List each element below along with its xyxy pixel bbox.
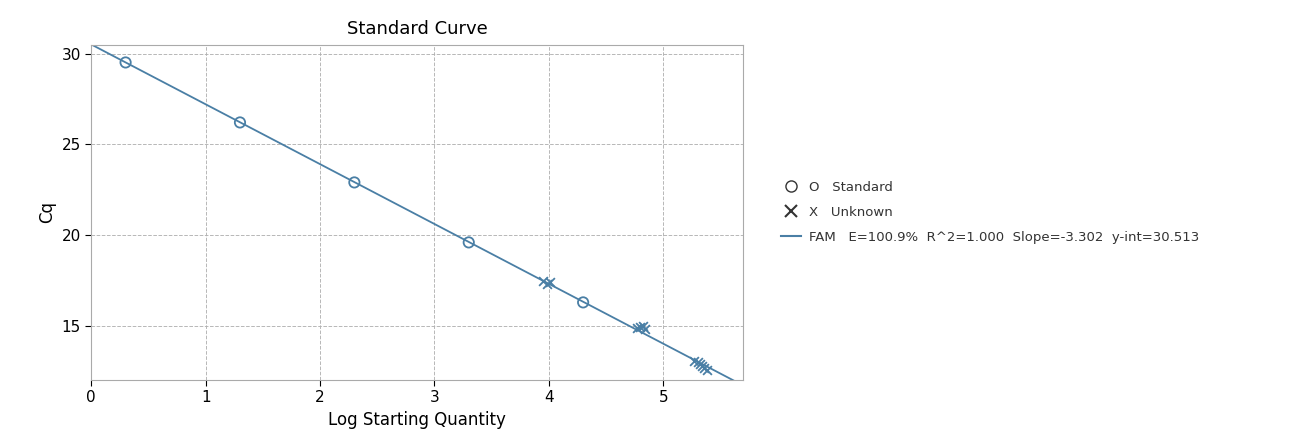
- Point: [687, 359, 708, 366]
- Point: [635, 325, 656, 332]
- Point: [690, 361, 711, 368]
- Point: [630, 324, 651, 331]
- Point: [344, 179, 365, 186]
- Point: [115, 59, 136, 66]
- Point: [536, 280, 557, 287]
- Point: [632, 322, 653, 329]
- Point: [572, 299, 593, 306]
- Point: [540, 279, 561, 286]
- Point: [683, 357, 704, 364]
- Point: [458, 239, 479, 246]
- Point: [626, 325, 647, 332]
- Point: [694, 364, 715, 371]
- Point: [696, 366, 717, 373]
- Point: [230, 119, 250, 126]
- Title: Standard Curve: Standard Curve: [347, 20, 488, 38]
- X-axis label: Log Starting Quantity: Log Starting Quantity: [329, 411, 506, 429]
- Legend: O   Standard, X   Unknown, FAM   E=100.9%  R^2=1.000  Slope=-3.302  y-int=30.513: O Standard, X Unknown, FAM E=100.9% R^2=…: [776, 176, 1205, 249]
- Y-axis label: Cq: Cq: [38, 201, 56, 224]
- Point: [532, 278, 553, 285]
- Point: [691, 363, 712, 370]
